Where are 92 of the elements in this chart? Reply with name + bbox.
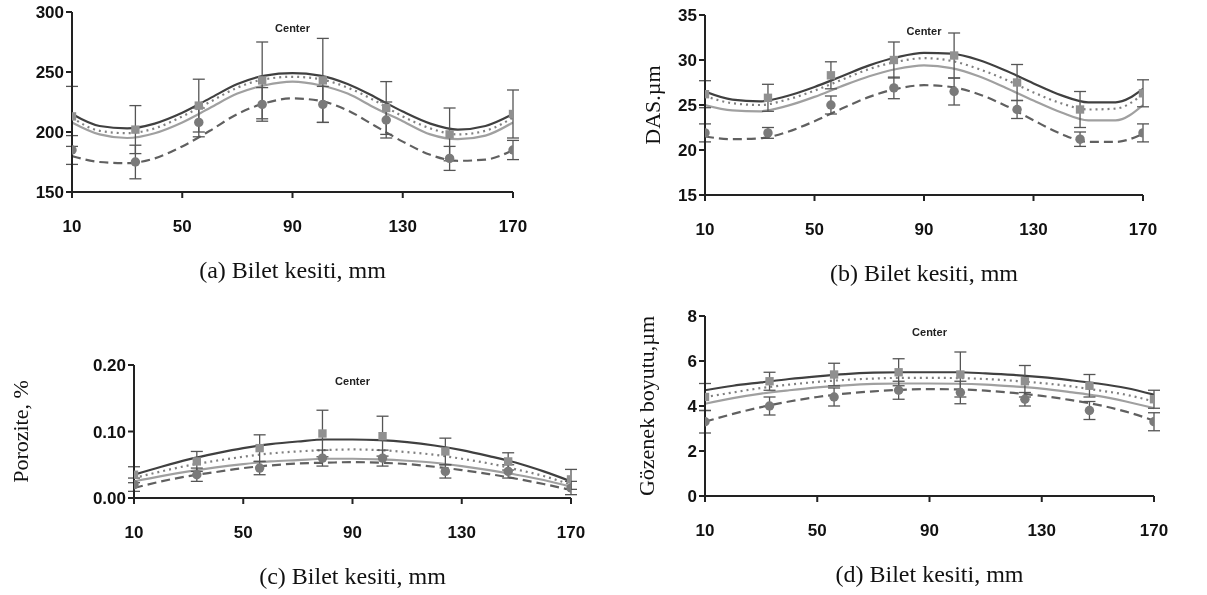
y-axis-title: Gözenek boyutu,µm xyxy=(633,315,659,497)
x-tick-label: 170 xyxy=(556,523,586,543)
point xyxy=(1012,78,1022,87)
point xyxy=(1085,381,1094,390)
point xyxy=(130,157,141,167)
point xyxy=(194,117,204,128)
annotation: Center xyxy=(911,326,948,338)
point xyxy=(949,86,959,97)
x-tick-label: 170 xyxy=(1139,521,1169,541)
point xyxy=(763,93,773,102)
annotation: Center xyxy=(274,22,311,34)
point xyxy=(377,453,388,463)
x-tick-label: 130 xyxy=(1027,521,1056,541)
point xyxy=(889,83,899,93)
point xyxy=(955,387,966,398)
x-axis-title: (b) Bilet kesiti, mm xyxy=(830,260,1019,286)
x-tick-label: 10 xyxy=(695,521,715,541)
x-tick-label: 90 xyxy=(920,521,939,541)
x-tick-label: 90 xyxy=(343,523,362,543)
x-tick-label: 170 xyxy=(1128,220,1158,240)
point xyxy=(257,99,267,110)
point xyxy=(1084,405,1095,416)
point xyxy=(381,115,391,125)
point xyxy=(1020,377,1030,386)
point xyxy=(318,429,327,438)
point xyxy=(764,401,775,411)
line-series xyxy=(705,382,1154,410)
x-tick-label: 50 xyxy=(807,521,827,541)
point xyxy=(317,453,328,463)
x-tick-label: 10 xyxy=(124,523,144,543)
x-tick-label: 170 xyxy=(498,217,528,237)
x-tick-label: 50 xyxy=(172,217,192,237)
y-tick-label: 20 xyxy=(678,141,697,161)
y-axis-title: Porozite, % xyxy=(7,380,33,483)
point xyxy=(949,51,959,60)
point xyxy=(894,368,903,377)
y-tick-label: 30 xyxy=(678,51,697,71)
annotation: Center xyxy=(334,375,371,387)
y-tick-label: 200 xyxy=(35,123,64,143)
point xyxy=(318,76,327,85)
point xyxy=(1075,105,1085,114)
y-tick-label: 0.00 xyxy=(92,489,126,509)
point xyxy=(318,99,328,110)
x-tick-label: 130 xyxy=(447,523,476,543)
point xyxy=(445,130,454,139)
point xyxy=(826,100,836,110)
point xyxy=(829,370,839,379)
point xyxy=(1075,134,1085,144)
x-tick-label: 50 xyxy=(233,523,253,543)
point xyxy=(441,447,450,456)
point xyxy=(444,153,455,164)
y-tick-label: 15 xyxy=(678,186,697,206)
y-tick-label: 0.20 xyxy=(92,356,126,376)
x-tick-label: 10 xyxy=(62,217,82,237)
y-tick-label: 0.10 xyxy=(92,422,126,442)
point xyxy=(889,55,899,65)
y-tick-label: 4 xyxy=(687,397,698,417)
point xyxy=(382,103,391,113)
point xyxy=(504,457,513,466)
point xyxy=(258,76,267,85)
y-tick-label: 0 xyxy=(687,487,697,507)
y-tick-label: 25 xyxy=(678,96,697,116)
x-tick-label: 90 xyxy=(914,220,934,240)
x-tick-label: 90 xyxy=(283,217,302,237)
y-tick-label: 250 xyxy=(35,63,64,83)
point xyxy=(826,71,836,80)
x-axis-title: (a) Bilet kesiti, mm xyxy=(199,257,387,283)
point xyxy=(1012,104,1022,115)
point xyxy=(131,125,140,134)
point xyxy=(192,457,201,466)
y-tick-label: 6 xyxy=(687,352,697,372)
line-series xyxy=(705,64,1143,122)
point xyxy=(378,431,387,441)
x-axis-title: (d) Bilet kesiti, mm xyxy=(835,561,1024,587)
annotation: Center xyxy=(905,25,943,37)
x-tick-label: 50 xyxy=(805,220,824,240)
x-tick-label: 130 xyxy=(388,217,417,237)
y-tick-label: 300 xyxy=(35,3,64,23)
point xyxy=(255,443,264,453)
point xyxy=(956,370,965,379)
y-tick-label: 150 xyxy=(35,183,64,203)
y-tick-label: 2 xyxy=(687,442,697,462)
x-axis-title: (c) Bilet kesiti, mm xyxy=(259,563,447,589)
point xyxy=(829,392,839,402)
point xyxy=(765,377,774,386)
point xyxy=(194,101,203,110)
y-axis-title: DAS.µm xyxy=(639,65,665,145)
x-tick-label: 130 xyxy=(1019,220,1048,240)
x-tick-label: 10 xyxy=(695,220,715,240)
y-tick-label: 8 xyxy=(687,307,697,327)
point xyxy=(893,385,904,395)
y-tick-label: 35 xyxy=(678,6,697,26)
